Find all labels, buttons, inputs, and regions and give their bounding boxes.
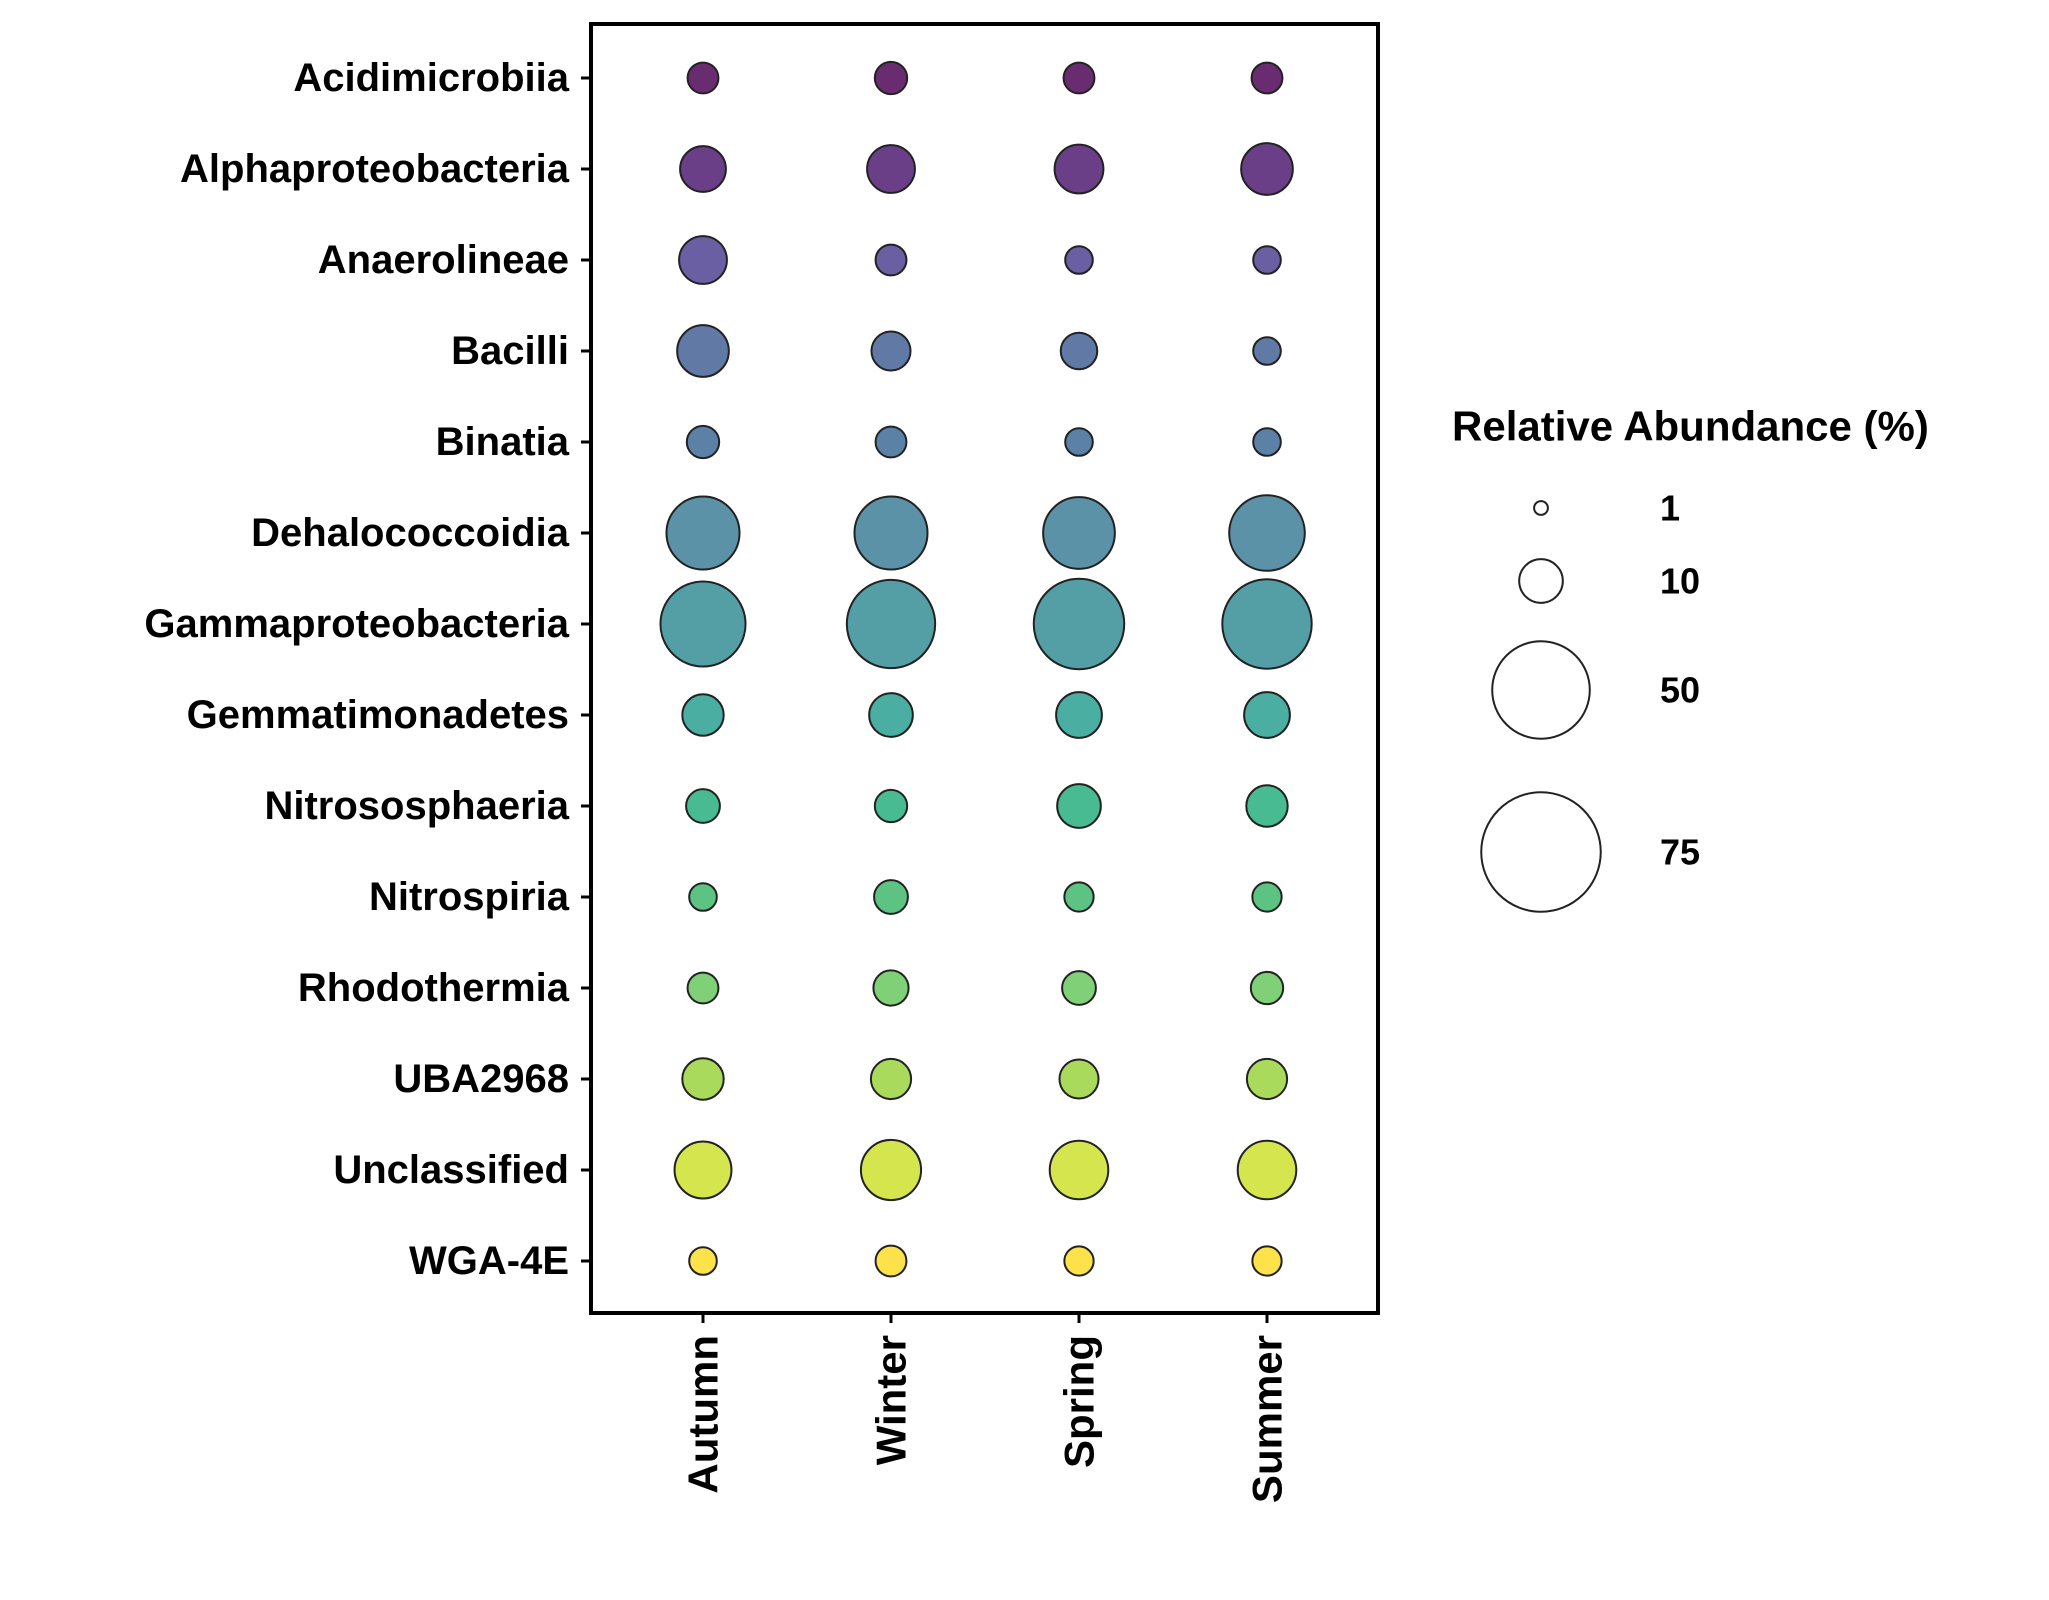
bubble-dehalococcoidia-summer — [1228, 494, 1306, 572]
legend-label-1: 1 — [1660, 488, 1680, 529]
bubble-bacilli-autumn — [676, 324, 730, 378]
bubble-uba2968-summer — [1245, 1057, 1289, 1101]
y-tick-label-anaerolineae: Anaerolineae — [318, 238, 569, 282]
bubble-wga-4e-autumn — [688, 1246, 718, 1276]
bubble-acidimicrobiia-autumn — [686, 61, 720, 95]
bubble-nitrososphaeria-autumn — [685, 788, 721, 824]
y-tick-label-rhodothermia: Rhodothermia — [298, 966, 570, 1010]
x-axis: Autumn Winter Spring Summer — [680, 1313, 1291, 1503]
bubble-binatia-summer — [1252, 427, 1282, 457]
bubble-gemmatimonadetes-summer — [1243, 691, 1291, 739]
bubble-rhodothermia-winter — [872, 969, 910, 1007]
y-tick-label-uba2968: UBA2968 — [393, 1057, 569, 1101]
bubble-gemmatimonadetes-spring — [1055, 691, 1103, 739]
bubble-nitrososphaeria-spring — [1056, 783, 1102, 829]
x-tick-label-summer: Summer — [1244, 1335, 1291, 1503]
legend-label-50: 50 — [1660, 670, 1700, 711]
legend-title: Relative Abundance (%) — [1452, 403, 1929, 450]
bubble-anaerolineae-autumn — [678, 235, 728, 285]
y-tick-label-unclassified: Unclassified — [333, 1148, 569, 1192]
bubble-anaerolineae-summer — [1252, 245, 1282, 275]
y-tick-label-wga-4e: WGA-4E — [409, 1239, 569, 1283]
bubble-unclassified-summer — [1236, 1139, 1298, 1201]
legend-label-10: 10 — [1660, 561, 1700, 602]
bubble-acidimicrobiia-summer — [1250, 61, 1284, 95]
bubble-bacilli-summer — [1252, 336, 1282, 366]
bubble-uba2968-winter — [869, 1057, 913, 1101]
legend-bubble-75 — [1480, 791, 1602, 913]
bubble-gemmatimonadetes-winter — [868, 692, 914, 738]
bubble-wga-4e-spring — [1063, 1245, 1095, 1277]
bubble-uba2968-autumn — [681, 1057, 725, 1101]
bubble-gammaproteobacteria-winter — [845, 578, 937, 670]
bubble-anaerolineae-spring — [1064, 245, 1094, 275]
bubble-rhodothermia-autumn — [686, 971, 720, 1005]
y-axis: Acidimicrobiia Alphaproteobacteria Anaerol… — [144, 56, 591, 1283]
y-tick-label-binatia: Binatia — [436, 420, 570, 464]
y-tick-label-nitrospiria: Nitrospiria — [369, 875, 570, 919]
bubble-wga-4e-summer — [1251, 1245, 1283, 1277]
bubble-acidimicrobiia-spring — [1062, 61, 1096, 95]
y-tick-label-bacilli: Bacilli — [451, 329, 569, 373]
bubble-gammaproteobacteria-autumn — [659, 580, 747, 668]
bubble-uba2968-spring — [1058, 1058, 1100, 1100]
bubble-binatia-autumn — [685, 424, 721, 460]
bubble-rhodothermia-summer — [1249, 970, 1285, 1006]
y-tick-label-gammaproteobacteria: Gammaproteobacteria — [144, 602, 569, 646]
bubble-unclassified-spring — [1048, 1139, 1110, 1201]
bubble-dehalococcoidia-autumn — [665, 495, 741, 571]
y-tick-label-gemmatimonadetes: Gemmatimonadetes — [187, 693, 569, 737]
bubble-nitrospiria-spring — [1063, 881, 1095, 913]
bubble-acidimicrobiia-winter — [873, 60, 909, 96]
bubble-nitrososphaeria-summer — [1245, 784, 1289, 828]
bubbles-layer — [659, 60, 1313, 1278]
x-tick-label-autumn: Autumn — [680, 1335, 727, 1494]
bubble-bacilli-winter — [870, 330, 912, 372]
legend-label-75: 75 — [1660, 832, 1700, 873]
bubble-alphaproteobacteria-spring — [1053, 143, 1105, 195]
bubble-gemmatimonadetes-autumn — [681, 693, 725, 737]
bubble-nitrososphaeria-winter — [873, 788, 909, 824]
bubble-nitrospiria-winter — [873, 879, 909, 915]
bubble-binatia-winter — [874, 425, 908, 459]
size-legend: Relative Abundance (%) 1 10 50 75 — [1452, 403, 1929, 913]
bubble-bacilli-spring — [1059, 331, 1099, 371]
y-tick-label-alphaproteobacteria: Alphaproteobacteria — [180, 147, 570, 191]
bubble-unclassified-autumn — [673, 1140, 733, 1200]
bubble-gammaproteobacteria-spring — [1032, 577, 1126, 671]
bubble-nitrospiria-autumn — [688, 882, 718, 912]
y-tick-label-dehalococcoidia: Dehalococcoidia — [251, 511, 570, 555]
y-tick-label-nitrososphaeria: Nitrososphaeria — [264, 784, 569, 828]
legend-items: 1 10 50 75 — [1480, 488, 1700, 913]
bubble-dehalococcoidia-spring — [1042, 496, 1116, 570]
bubble-anaerolineae-winter — [874, 243, 908, 277]
bubble-unclassified-winter — [859, 1138, 923, 1202]
bubble-alphaproteobacteria-autumn — [679, 145, 727, 193]
bubble-wga-4e-winter — [874, 1244, 908, 1278]
legend-bubble-50 — [1491, 640, 1591, 740]
bubble-dehalococcoidia-winter — [853, 495, 929, 571]
bubble-binatia-spring — [1064, 427, 1094, 457]
legend-bubble-10 — [1518, 558, 1564, 604]
bubble-alphaproteobacteria-summer — [1240, 142, 1294, 196]
legend-bubble-1 — [1533, 500, 1549, 516]
bubble-gammaproteobacteria-summer — [1221, 578, 1313, 670]
y-tick-label-acidimicrobiia: Acidimicrobiia — [293, 56, 569, 100]
plot-panel-border — [589, 22, 1380, 1315]
x-tick-label-spring: Spring — [1056, 1335, 1103, 1468]
bubble-alphaproteobacteria-winter — [866, 144, 916, 194]
bubble-nitrospiria-summer — [1251, 881, 1283, 913]
x-tick-label-winter: Winter — [868, 1335, 915, 1465]
bubble-rhodothermia-spring — [1061, 970, 1097, 1006]
